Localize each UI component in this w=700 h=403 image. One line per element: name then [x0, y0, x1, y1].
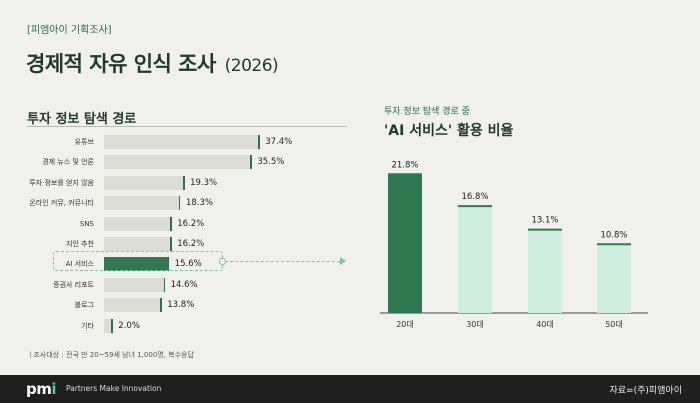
hbar-value-label: 14.6% — [170, 279, 198, 290]
vbar-value-label: 13.1% — [531, 216, 558, 226]
hbar-bar — [104, 318, 113, 333]
hbar-bar-end-tick — [258, 135, 260, 149]
hbar-value-label: 2.0% — [118, 320, 140, 331]
survey-footnote: ㅣ조사대상 : 전국 만 20~59세 남녀 1,000명, 복수응답 — [27, 351, 194, 359]
hbar-bar-end-tick — [111, 318, 113, 333]
footer-bar: pmi Partners Make Innovation 자료=(주)피앰아이 — [0, 375, 700, 403]
page-title-text: 경제적 자유 인식 조사 — [26, 52, 216, 76]
hbar-bar-end-tick — [167, 257, 170, 272]
vbar-bar — [597, 244, 631, 313]
hbar-bar — [104, 277, 165, 292]
hbar-row: 온라인 커뮤, 커뮤니티 18.3% — [0, 196, 700, 211]
hbar-bar-end-tick — [250, 155, 252, 170]
data-source: 자료=(주)피앰아이 — [609, 386, 682, 396]
vbar-value-label: 21.8% — [391, 160, 418, 170]
hbar-category-label: 블로그 — [74, 301, 94, 310]
hbar-bar — [104, 175, 185, 190]
hbar-row: 투자 정보를 얻지 않음 19.3% — [0, 175, 700, 190]
hbar-category-label: SNS — [79, 219, 94, 228]
page-title-year: (2026) — [224, 56, 279, 76]
hbar-value-label: 16.2% — [177, 218, 205, 229]
hbar-bar — [104, 155, 252, 170]
hbar-bar-end-tick — [178, 196, 181, 211]
hbar-row: 경제 뉴스 및 언론 35.5% — [0, 155, 700, 170]
hbar-category-label: 경제 뉴스 및 언론 — [42, 158, 94, 167]
logo-accent: i — [51, 380, 57, 398]
header-kicker: [피앰아이 기획조사] — [27, 25, 112, 36]
hbar-bar-end-tick — [183, 175, 185, 190]
hbar-category-label: 온라인 커뮤, 커뮤니티 — [29, 199, 94, 208]
hbar-row: AI 서비스 15.6% — [0, 257, 700, 272]
vbar-bar — [388, 174, 422, 313]
hbar-row: 블로그 13.8% — [0, 298, 700, 313]
hbar-bar — [104, 257, 169, 272]
hbar-bar — [104, 196, 180, 211]
highlight-arrow-icon — [340, 257, 346, 265]
vbar-category-label: 20대 — [396, 320, 414, 329]
company-logo: pmi — [26, 380, 56, 398]
hbar-value-label: 35.5% — [257, 157, 285, 168]
vbar-value-label: 10.8% — [600, 230, 627, 240]
hbar-category-label: 기타 — [81, 321, 94, 330]
left-chart-title: 투자 정보 탐색 경로 — [27, 112, 137, 127]
logo-main: pm — [26, 380, 52, 398]
hbar-value-label: 37.4% — [265, 137, 293, 147]
vbar-bar — [528, 229, 562, 313]
hbar-row: SNS 16.2% — [0, 216, 700, 231]
vbar-category-label: 50대 — [605, 320, 623, 329]
hbar-bar-end-tick — [170, 216, 172, 231]
hbar-category-label: 투자 정보를 얻지 않음 — [29, 178, 94, 187]
hbar-bar — [104, 135, 260, 149]
vbar-category-label: 40대 — [536, 320, 554, 329]
hbar-category-label: 유튜브 — [74, 138, 94, 146]
left-chart-divider — [27, 126, 347, 127]
hbar-category-label: 증권사 리포트 — [53, 280, 94, 289]
vbar-category-label: 30대 — [466, 320, 484, 329]
hbar-row: 유튜브 37.4% — [0, 135, 700, 149]
hbar-value-label: 15.6% — [174, 259, 202, 270]
hbar-bar — [104, 298, 162, 313]
hbar-category-label: 지인 추천 — [66, 240, 94, 248]
hbar-category-label: AI 서비스 — [65, 260, 94, 269]
hbar-row: 증권사 리포트 14.6% — [0, 277, 700, 292]
highlight-connector-line — [225, 261, 340, 262]
hbar-value-label: 19.3% — [190, 177, 218, 188]
hbar-bar-end-tick — [160, 298, 162, 313]
hbar-bar-end-tick — [163, 277, 166, 292]
hbar-value-label: 18.3% — [185, 198, 213, 209]
page-title: 경제적 자유 인식 조사 (2026) — [26, 48, 279, 78]
right-chart-subtitle: 투자 정보 탐색 경로 중 — [384, 107, 470, 117]
hbar-value-label: 13.8% — [167, 300, 195, 311]
hbar-value-label: 16.2% — [177, 239, 205, 249]
hbar-bar-end-tick — [170, 237, 172, 251]
hbar-bar — [104, 237, 172, 251]
company-tagline: Partners Make Innovation — [66, 384, 162, 393]
vbar-bar — [458, 206, 492, 313]
hbar-row: 기타 2.0% — [0, 318, 700, 333]
vbar-value-label: 16.8% — [461, 192, 488, 202]
right-chart-title: 'AI 서비스' 활용 비율 — [384, 123, 514, 139]
hbar-row: 지인 추천 16.2% — [0, 237, 700, 251]
hbar-bar — [104, 216, 172, 231]
